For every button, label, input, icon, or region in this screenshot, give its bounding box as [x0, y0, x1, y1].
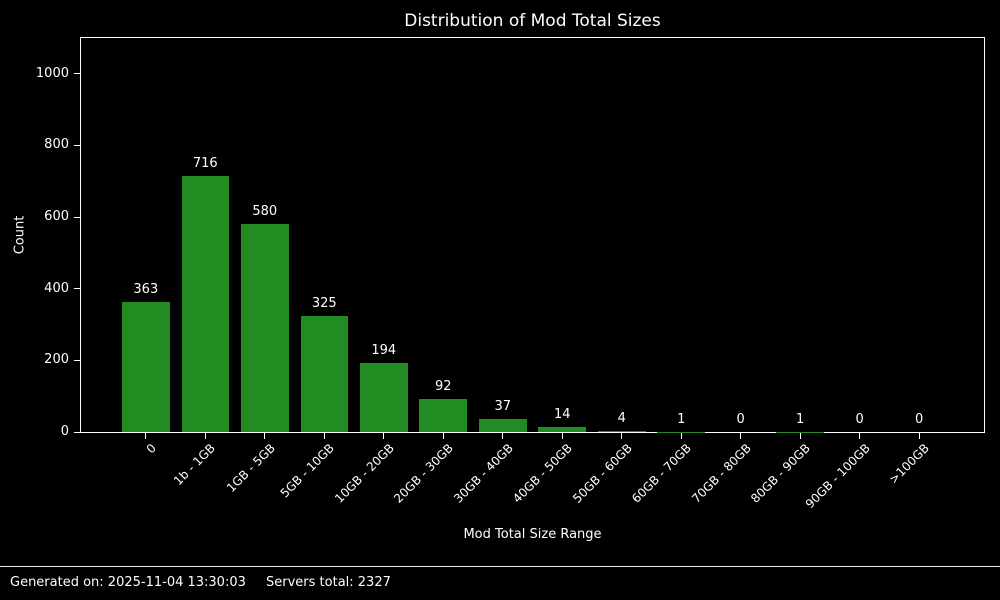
x-tick-label: 20GB - 30GB — [391, 441, 457, 506]
y-tick-label: 200 — [44, 352, 69, 368]
x-tick-label: 70GB - 80GB — [688, 441, 754, 506]
x-tick-label: 50GB - 60GB — [569, 441, 635, 506]
bar — [419, 399, 468, 432]
y-tick-label: 600 — [44, 209, 69, 225]
x-tick-label: 5GB - 10GB — [277, 441, 338, 501]
x-tick-label: 10GB - 20GB — [331, 441, 397, 506]
bar-value-label: 1 — [677, 411, 686, 427]
x-tick-label: 0 — [143, 441, 159, 457]
bar — [300, 315, 349, 432]
x-tick — [918, 433, 920, 439]
bar-value-label: 0 — [915, 412, 924, 427]
bar — [122, 301, 170, 432]
bar-value-label: 363 — [133, 281, 159, 297]
x-tick — [502, 433, 504, 439]
bar-value-label: 14 — [553, 406, 571, 422]
x-axis-label: Mod Total Size Range — [463, 527, 602, 542]
plot-area: 0 200 400 600 800 1000 363 0 716 1b - 1GB 580 1GB -… — [36, 37, 985, 511]
y-tick — [74, 288, 80, 290]
x-tick — [323, 433, 325, 439]
x-tick-label: 1GB - 5GB — [223, 441, 278, 495]
bar — [181, 175, 230, 432]
y-tick — [74, 431, 80, 433]
x-tick — [264, 433, 266, 439]
x-tick — [621, 433, 623, 439]
x-tick-label: 40GB - 50GB — [510, 441, 576, 506]
x-tick-label: >100GB — [886, 441, 933, 487]
bar-value-label: 1 — [796, 411, 805, 427]
footer-divider — [0, 566, 1000, 567]
x-tick-label: 80GB - 90GB — [748, 441, 814, 506]
y-tick — [74, 73, 80, 75]
x-tick-label: 30GB - 40GB — [450, 441, 516, 506]
y-tick — [74, 144, 80, 146]
x-tick — [799, 433, 801, 439]
x-tick — [859, 433, 861, 439]
x-tick — [740, 433, 742, 439]
x-tick — [204, 433, 206, 439]
x-tick — [561, 433, 563, 439]
generated-timestamp: Generated on: 2025-11-04 13:30:03 — [10, 575, 246, 590]
x-tick — [145, 433, 147, 439]
bar-value-label: 325 — [311, 295, 337, 311]
y-tick — [74, 216, 80, 218]
bar-value-label: 580 — [252, 204, 278, 220]
x-tick-label: 60GB - 70GB — [629, 441, 695, 506]
bar-value-label: 0 — [855, 412, 864, 427]
bar-value-label: 0 — [736, 412, 745, 427]
y-tick-label: 0 — [60, 424, 69, 439]
x-tick-label: 1b - 1GB — [171, 441, 219, 488]
footer-status-bar: Generated on: 2025-11-04 13:30:03 Server… — [10, 575, 391, 590]
bar — [538, 427, 587, 432]
bar — [241, 224, 289, 432]
x-tick — [680, 433, 682, 439]
bar — [597, 430, 646, 432]
y-tick-label: 400 — [44, 280, 69, 296]
servers-total: Servers total: 2327 — [266, 575, 391, 590]
bar-value-label: 194 — [371, 342, 397, 358]
x-tick — [383, 433, 385, 439]
bar — [478, 418, 527, 432]
bar-value-label: 4 — [617, 410, 626, 426]
bar-value-label: 92 — [434, 379, 452, 395]
bar-value-label: 716 — [192, 155, 218, 171]
y-tick-label: 800 — [44, 137, 69, 153]
y-tick-label: 1000 — [35, 65, 69, 81]
x-tick — [442, 433, 444, 439]
y-tick — [74, 359, 80, 361]
bar-value-label: 37 — [494, 398, 512, 414]
chart-title: Distribution of Mod Total Sizes — [404, 11, 661, 31]
bar — [359, 362, 408, 432]
